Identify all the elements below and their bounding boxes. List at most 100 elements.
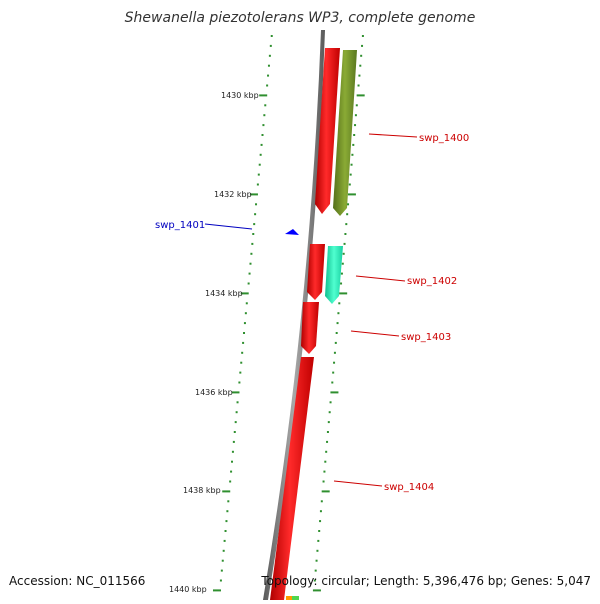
scale-label-1430: 1430 kbp <box>221 91 259 100</box>
scale-label-1436: 1436 kbp <box>195 388 233 397</box>
scale-minor-tick <box>355 104 358 107</box>
gene-swp-1401-marker <box>285 229 299 235</box>
gene-label-swp-1402[interactable]: swp_1402 <box>407 276 457 287</box>
scale-minor-tick <box>225 520 228 523</box>
scale-minor-tick <box>255 203 258 206</box>
scale-minor-tick <box>361 35 364 37</box>
scale-minor-tick <box>351 153 354 156</box>
gene-swp-1400-arrow <box>315 48 340 214</box>
scale-minor-tick <box>227 500 230 503</box>
scale-minor-tick <box>359 64 362 67</box>
scale-minor-tick <box>324 460 327 463</box>
scale-minor-tick <box>264 104 267 107</box>
scale-minor-tick <box>344 233 347 235</box>
scale-minor-tick <box>358 74 361 77</box>
scale-minor-tick <box>241 351 244 354</box>
scale-minor-tick <box>342 252 345 255</box>
scale-minor-tick <box>323 470 326 473</box>
scale-minor-tick <box>353 134 356 136</box>
scale-minor-tick <box>332 371 335 374</box>
scale-minor-tick <box>326 431 329 433</box>
scale-major-tick <box>312 589 321 592</box>
scale-minor-tick <box>348 183 351 186</box>
scale-label-1440: 1440 kbp <box>169 585 207 594</box>
gene-label-swp-1404[interactable]: swp_1404 <box>384 482 434 493</box>
scale-minor-tick <box>235 411 238 414</box>
swp-1403-leader <box>350 330 400 337</box>
scale-minor-tick <box>317 539 320 542</box>
scale-major-tick <box>259 94 268 97</box>
scale-minor-tick <box>319 510 322 513</box>
gene-label-swp-1401[interactable]: swp_1401 <box>155 220 205 231</box>
scale-minor-tick <box>262 124 265 127</box>
gene-swp-1404-arrow <box>270 357 314 600</box>
scale-minor-tick <box>338 302 341 305</box>
scale-ticks-outer <box>312 35 365 592</box>
gene-partial-orange <box>286 596 292 600</box>
gene-cyan-arrow <box>325 246 343 304</box>
scale-minor-tick <box>244 312 247 315</box>
scale-minor-tick <box>268 54 271 57</box>
scale-minor-tick <box>267 64 270 67</box>
scale-minor-tick <box>357 84 360 87</box>
scale-minor-tick <box>236 401 239 404</box>
gene-partial-green <box>292 596 299 600</box>
scale-minor-tick <box>233 431 236 433</box>
scale-minor-tick <box>322 480 325 483</box>
scale-minor-tick <box>340 272 343 275</box>
scale-minor-tick <box>251 242 254 245</box>
scale-minor-tick <box>328 411 331 414</box>
swp-1404-leader <box>333 480 383 487</box>
scale-minor-tick <box>320 500 323 503</box>
scale-minor-tick <box>231 450 234 453</box>
scale-minor-tick <box>221 559 224 562</box>
gene-label-swp-1403[interactable]: swp_1403 <box>401 332 451 343</box>
scale-minor-tick <box>247 282 250 285</box>
scale-minor-tick <box>260 143 263 146</box>
scale-ticks-inner <box>212 35 273 592</box>
scale-minor-tick <box>238 381 241 384</box>
scale-minor-tick <box>345 223 348 226</box>
scale-minor-tick <box>340 282 343 285</box>
scale-minor-tick <box>222 549 225 552</box>
scale-major-tick <box>222 490 231 493</box>
scale-minor-tick <box>229 480 232 483</box>
scale-major-tick <box>347 193 356 196</box>
scale-minor-tick <box>243 322 246 325</box>
scale-major-tick <box>330 391 339 394</box>
genome-title: Shewanella piezotolerans WP3, complete g… <box>124 10 476 26</box>
gene-swp-1403-arrow <box>301 302 319 354</box>
scale-minor-tick <box>267 74 270 77</box>
gene-label-swp-1400[interactable]: swp_1400 <box>419 133 469 144</box>
scale-minor-tick <box>250 252 253 255</box>
scale-minor-tick <box>325 450 328 453</box>
scale-minor-tick <box>316 549 319 552</box>
scale-minor-tick <box>266 84 269 87</box>
scale-minor-tick <box>333 351 336 354</box>
scale-minor-tick <box>313 579 316 582</box>
scale-major-tick <box>339 292 348 295</box>
genome-summary-text: Topology: circular; Length: 5,396,476 bp… <box>261 574 591 588</box>
scale-minor-tick <box>318 530 321 532</box>
scale-minor-tick <box>263 114 266 117</box>
swp-1400-leader <box>368 133 418 138</box>
scale-minor-tick <box>331 381 334 384</box>
scale-minor-tick <box>335 332 338 334</box>
scale-label-1432: 1432 kbp <box>214 190 252 199</box>
scale-minor-tick <box>352 143 355 146</box>
scale-label-1438: 1438 kbp <box>183 486 221 495</box>
scale-major-tick <box>249 193 258 196</box>
scale-minor-tick <box>232 440 235 443</box>
scale-minor-tick <box>327 421 330 424</box>
scale-minor-tick <box>219 579 222 582</box>
scale-minor-tick <box>346 213 349 216</box>
scale-minor-tick <box>258 163 261 166</box>
scale-minor-tick <box>243 332 246 334</box>
scale-minor-tick <box>256 183 259 186</box>
scale-major-tick <box>212 589 221 592</box>
scale-minor-tick <box>245 302 248 305</box>
scale-minor-tick <box>226 510 229 513</box>
scale-minor-tick <box>360 54 363 57</box>
